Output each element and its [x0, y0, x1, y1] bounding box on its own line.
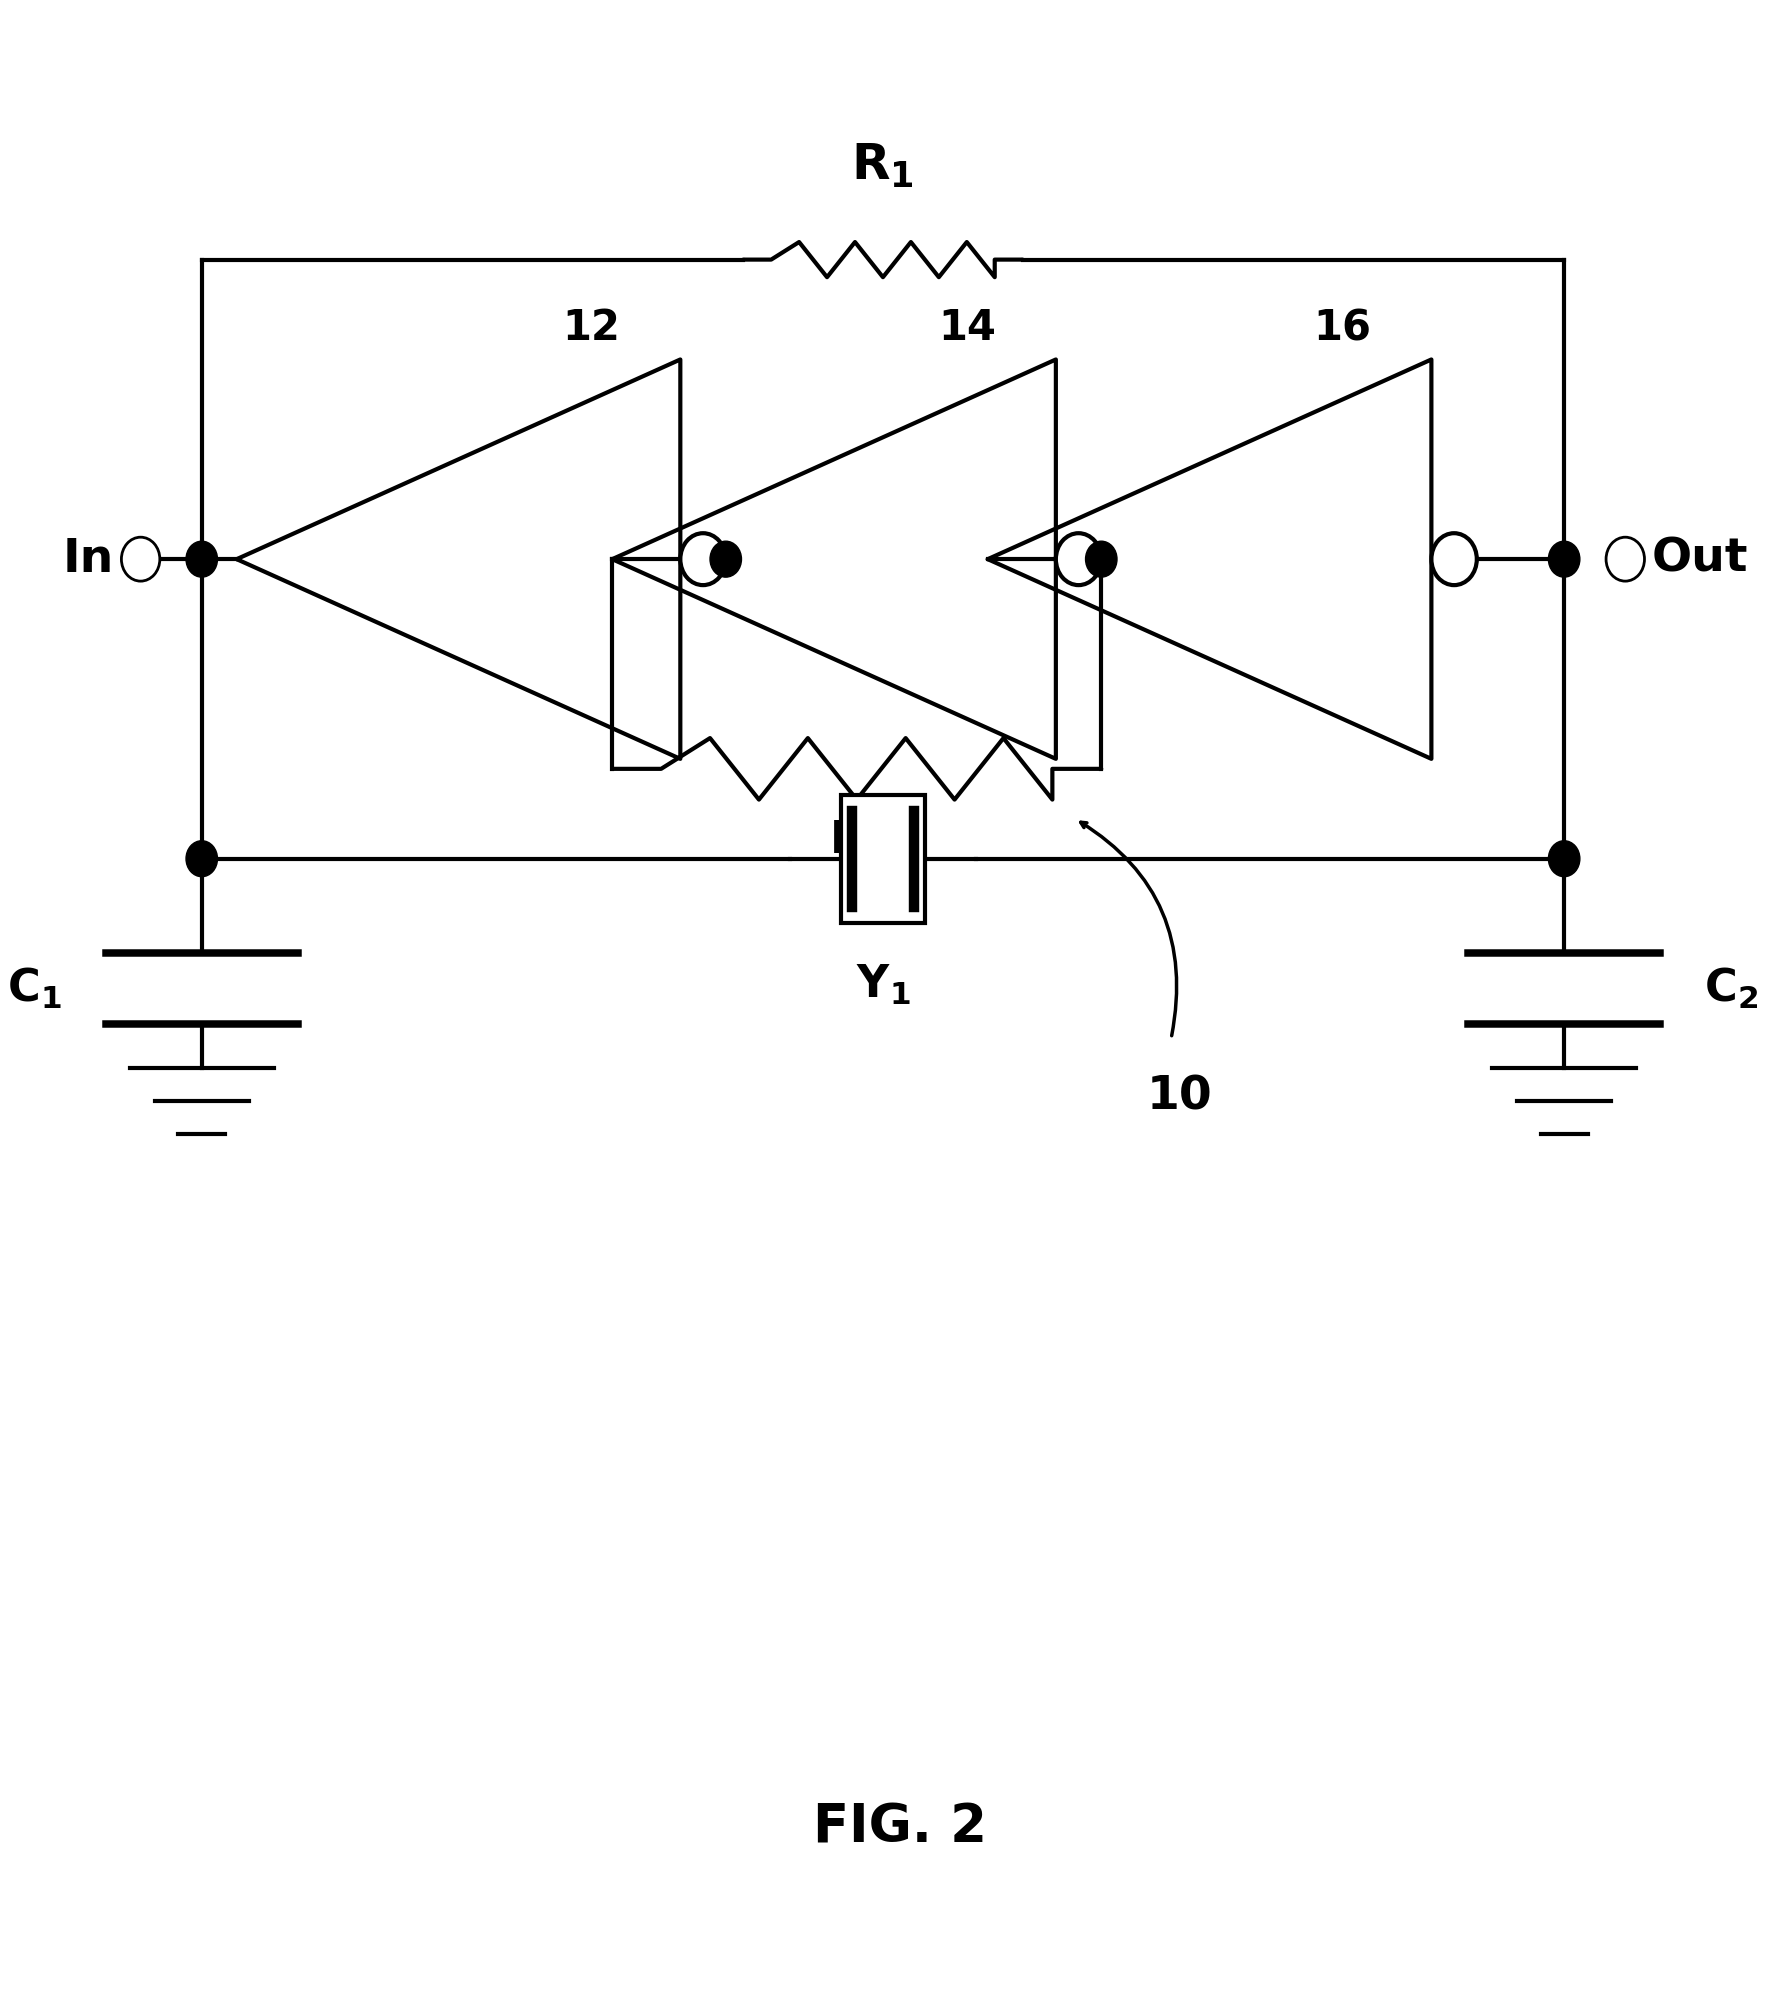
Circle shape	[1548, 541, 1580, 577]
Text: 16: 16	[1312, 308, 1371, 349]
Text: In: In	[64, 537, 113, 581]
Circle shape	[1055, 533, 1101, 585]
Text: 12: 12	[562, 308, 621, 349]
Text: FIG. 2: FIG. 2	[814, 1801, 988, 1853]
Circle shape	[1605, 537, 1644, 581]
Text: $\mathbf{R_2}$: $\mathbf{R_2}$	[828, 819, 885, 863]
Circle shape	[186, 541, 218, 577]
Text: 14: 14	[938, 308, 995, 349]
Bar	[840, 795, 924, 923]
Circle shape	[121, 537, 160, 581]
Text: $\mathbf{C_1}$: $\mathbf{C_1}$	[7, 967, 62, 1010]
Circle shape	[1431, 533, 1475, 585]
Circle shape	[681, 533, 725, 585]
Circle shape	[186, 841, 218, 877]
Text: Out: Out	[1651, 537, 1746, 581]
Text: $\mathbf{R_1}$: $\mathbf{R_1}$	[851, 142, 913, 190]
Circle shape	[709, 541, 741, 577]
Text: 10: 10	[1147, 1074, 1213, 1120]
Circle shape	[1548, 841, 1580, 877]
Text: $\mathbf{Y_1}$: $\mathbf{Y_1}$	[855, 963, 910, 1006]
Text: $\mathbf{C_2}$: $\mathbf{C_2}$	[1702, 967, 1757, 1010]
Circle shape	[1085, 541, 1117, 577]
